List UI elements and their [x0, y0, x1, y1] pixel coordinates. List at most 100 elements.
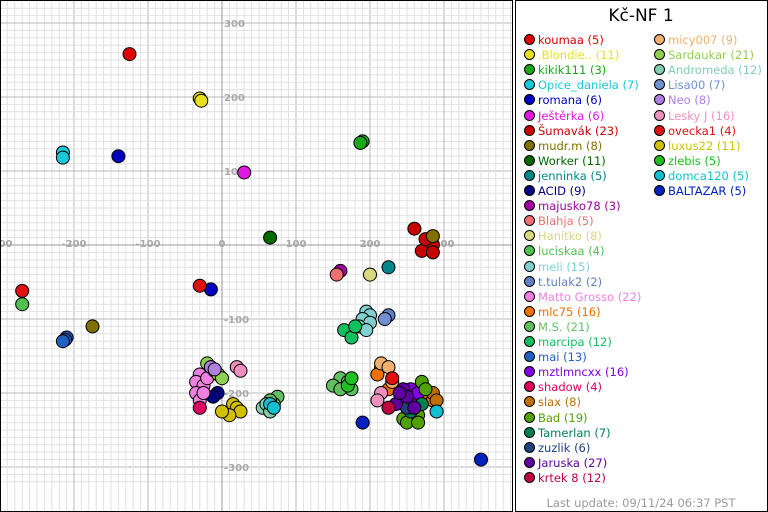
legend-label: Opice_daniela (7) [538, 78, 639, 93]
legend-swatch [654, 94, 665, 106]
legend-swatch [524, 94, 535, 106]
legend-swatch [524, 381, 535, 393]
legend-swatch [524, 336, 535, 347]
data-point [385, 371, 400, 386]
legend-swatch [654, 64, 665, 76]
legend-label: marcipa (12) [538, 335, 612, 349]
legend-swatch [524, 471, 535, 483]
x-tick-label: -200 [61, 239, 86, 250]
x-tick-label: 300 [434, 239, 455, 250]
legend-swatch [524, 49, 535, 61]
tick-labels: -300 -200 -100 0 100 200 300 -300 -200 -100 100 200… [0, 19, 454, 474]
legend-label: Šumavák (23) [538, 123, 619, 138]
data-point [55, 334, 70, 349]
data-point [381, 260, 396, 275]
legend-label: mztlmncxx (16) [538, 365, 629, 380]
y-tick-label: 100 [224, 167, 245, 178]
data-point [353, 135, 368, 150]
legend-label: Andromeda (12) [668, 63, 762, 78]
legend-label: Matto Grosso (22) [538, 289, 642, 304]
legend-label: Neo (8) [668, 93, 711, 108]
legend-label: Tamerlan (7) [538, 425, 611, 440]
legend-swatch [654, 139, 665, 151]
legend-label: M.S. (21) [538, 319, 590, 334]
legend: koumaa (5) .Blondie.. (11) kikik111 (3) Opi… [524, 33, 768, 497]
legend-label: shadow (4) [538, 380, 603, 395]
legend-swatch [524, 139, 535, 151]
legend-swatch [524, 396, 535, 408]
data-point [196, 386, 211, 400]
y-tick-label: 300 [224, 19, 245, 30]
y-tick-label: -200 [224, 389, 249, 400]
legend-swatch [654, 154, 665, 166]
data-point [344, 371, 359, 386]
legend-swatch [524, 124, 535, 136]
y-tick-label: -300 [224, 463, 249, 474]
data-point [418, 382, 433, 397]
data-point [111, 149, 126, 164]
data-point [407, 221, 422, 236]
data-points [15, 47, 488, 467]
legend-swatch [524, 185, 535, 196]
data-point [370, 393, 385, 408]
data-point [407, 400, 422, 415]
data-point [411, 415, 426, 430]
data-point [122, 47, 137, 62]
legend-swatch [524, 320, 535, 332]
legend-label: zlebis (5) [668, 153, 721, 168]
legend-swatch [654, 169, 665, 181]
legend-swatch [524, 426, 535, 438]
legend-label: ACID (9) [538, 184, 586, 198]
legend-label: Hanitko (8) [538, 229, 602, 244]
legend-swatch [524, 275, 535, 287]
data-point [348, 319, 363, 334]
legend-label: Lesky J (16) [668, 108, 735, 123]
legend-swatch [524, 200, 535, 212]
data-point [215, 404, 229, 419]
x-tick-label: 100 [286, 239, 307, 250]
legend-label: luxus22 (11) [668, 138, 741, 153]
legend-swatch [524, 366, 535, 378]
chart-title: Kč-NF 1 [608, 6, 674, 26]
legend-label: jenninka (5) [538, 168, 607, 183]
legend-label: koumaa (5) [538, 33, 604, 47]
data-point [15, 283, 30, 298]
data-point [474, 452, 488, 467]
legend-label: micy007 (9) [668, 33, 738, 47]
data-point [55, 150, 70, 165]
legend-swatch [524, 34, 535, 45]
legend-label: romana (6) [538, 93, 603, 108]
legend-swatch [524, 456, 535, 468]
legend-swatch [524, 79, 535, 91]
legend-swatch [654, 185, 665, 196]
legend-swatch [524, 305, 535, 317]
legend-label: Blahja (5) [538, 214, 594, 229]
data-point [85, 319, 100, 334]
legend-swatch [654, 109, 665, 121]
legend-swatch [654, 49, 665, 61]
legend-swatch [524, 290, 535, 302]
data-point [392, 386, 407, 400]
legend-swatch [524, 64, 535, 76]
data-point [377, 312, 392, 326]
y-tick-label: -100 [224, 315, 249, 326]
legend-label: Ještěrka (6) [538, 108, 605, 123]
data-point [192, 400, 207, 415]
data-point [266, 400, 281, 415]
data-point [355, 415, 370, 430]
data-point [237, 165, 252, 180]
legend-swatch [524, 215, 535, 227]
last-update-text: Last update: 09/11/24 06:37 PST [546, 496, 736, 510]
x-tick-label: 200 [360, 239, 381, 250]
data-point [381, 400, 396, 415]
legend-label: Bad (19) [538, 410, 588, 425]
legend-swatch [524, 441, 535, 453]
legend-label: t.tulak2 (2) [538, 274, 603, 289]
data-point [429, 404, 444, 419]
legend-label: luciskaa (4) [538, 244, 605, 259]
legend-swatch [524, 230, 535, 242]
legend-label: .Blondie.. (11) [538, 48, 620, 63]
legend-label: Worker (11) [538, 153, 606, 168]
legend-label: mudr.m (8) [538, 138, 603, 153]
legend-label: BALTAZAR (5) [668, 184, 747, 198]
